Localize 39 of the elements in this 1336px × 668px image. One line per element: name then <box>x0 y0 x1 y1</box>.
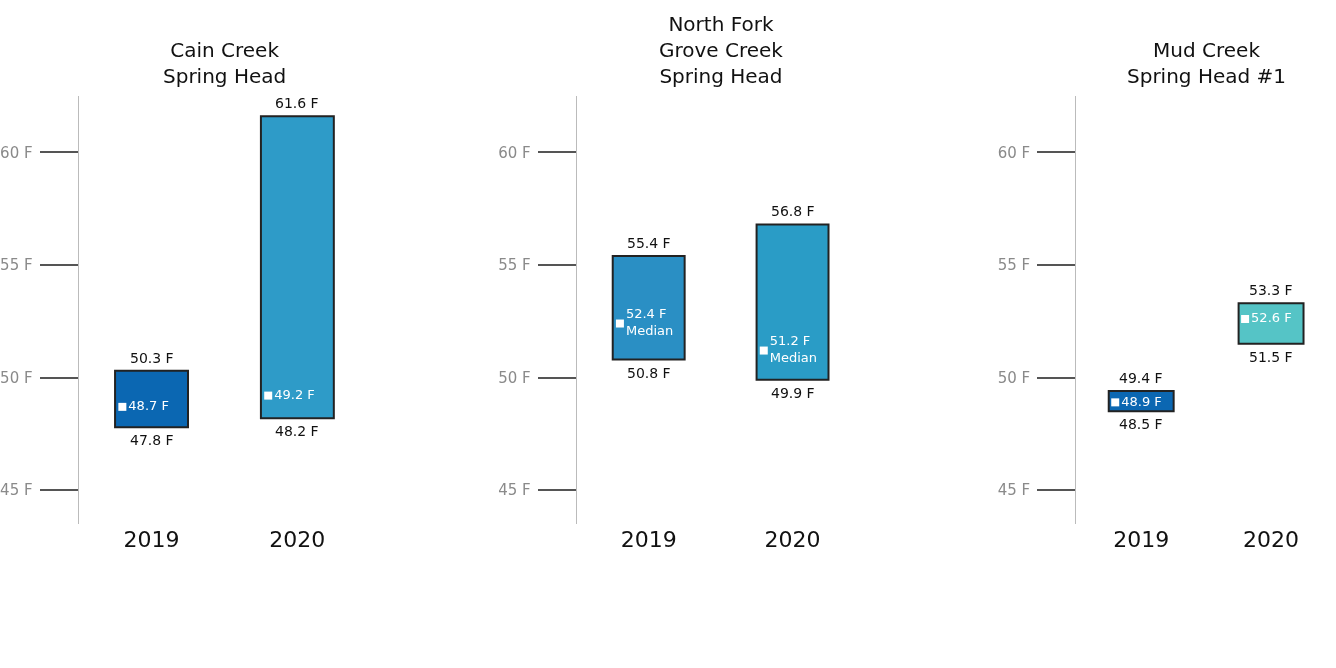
annotation: 56.8 F <box>771 203 815 219</box>
annotation: 51.5 F <box>1249 349 1293 365</box>
y-tick-label: 50 F <box>498 368 531 387</box>
data-label: 51.2 F Median <box>769 333 818 366</box>
chart-title: Mud Creek Spring Head #1 <box>1127 38 1287 88</box>
data-label: 48.7 F <box>128 398 169 414</box>
annotation: 50.8 F <box>627 365 671 381</box>
chart-title: North Fork Grove Creek Spring Head <box>659 12 784 88</box>
chart-title: Cain Creek Spring Head <box>163 38 287 88</box>
y-tick-label: 60 F <box>498 143 531 162</box>
annotation: 50.3 F <box>130 350 174 366</box>
y-tick-label: 55 F <box>0 256 33 275</box>
x-tick-label: 2019 <box>620 527 677 552</box>
x-tick-label: 2020 <box>269 527 326 552</box>
x-tick-label: 2019 <box>123 527 180 552</box>
data-label: 49.2 F <box>274 386 315 402</box>
data-label: 52.6 F <box>1251 310 1292 326</box>
annotation: 49.4 F <box>1119 370 1163 386</box>
annotation: 61.6 F <box>275 95 319 111</box>
x-tick-label: 2019 <box>1113 527 1170 552</box>
y-tick-label: 45 F <box>997 481 1031 500</box>
x-tick-label: 2020 <box>764 527 821 552</box>
y-tick-label: 55 F <box>498 256 531 275</box>
y-tick-label: 55 F <box>997 256 1031 275</box>
data-label: 52.4 F Median <box>625 306 674 339</box>
y-tick-label: 45 F <box>498 481 531 500</box>
annotation: 49.9 F <box>771 385 815 401</box>
data-label: 48.9 F <box>1121 393 1162 409</box>
annotation: 47.8 F <box>130 432 174 448</box>
y-tick-label: 60 F <box>997 143 1031 162</box>
y-tick-label: 60 F <box>0 143 33 162</box>
y-tick-label: 45 F <box>0 481 33 500</box>
x-tick-label: 2020 <box>1243 527 1300 552</box>
annotation: 48.5 F <box>1119 416 1163 432</box>
annotation: 53.3 F <box>1249 282 1293 298</box>
annotation: 48.2 F <box>275 423 319 439</box>
annotation: 55.4 F <box>627 235 671 251</box>
y-tick-label: 50 F <box>0 368 33 387</box>
y-tick-label: 50 F <box>997 368 1031 387</box>
